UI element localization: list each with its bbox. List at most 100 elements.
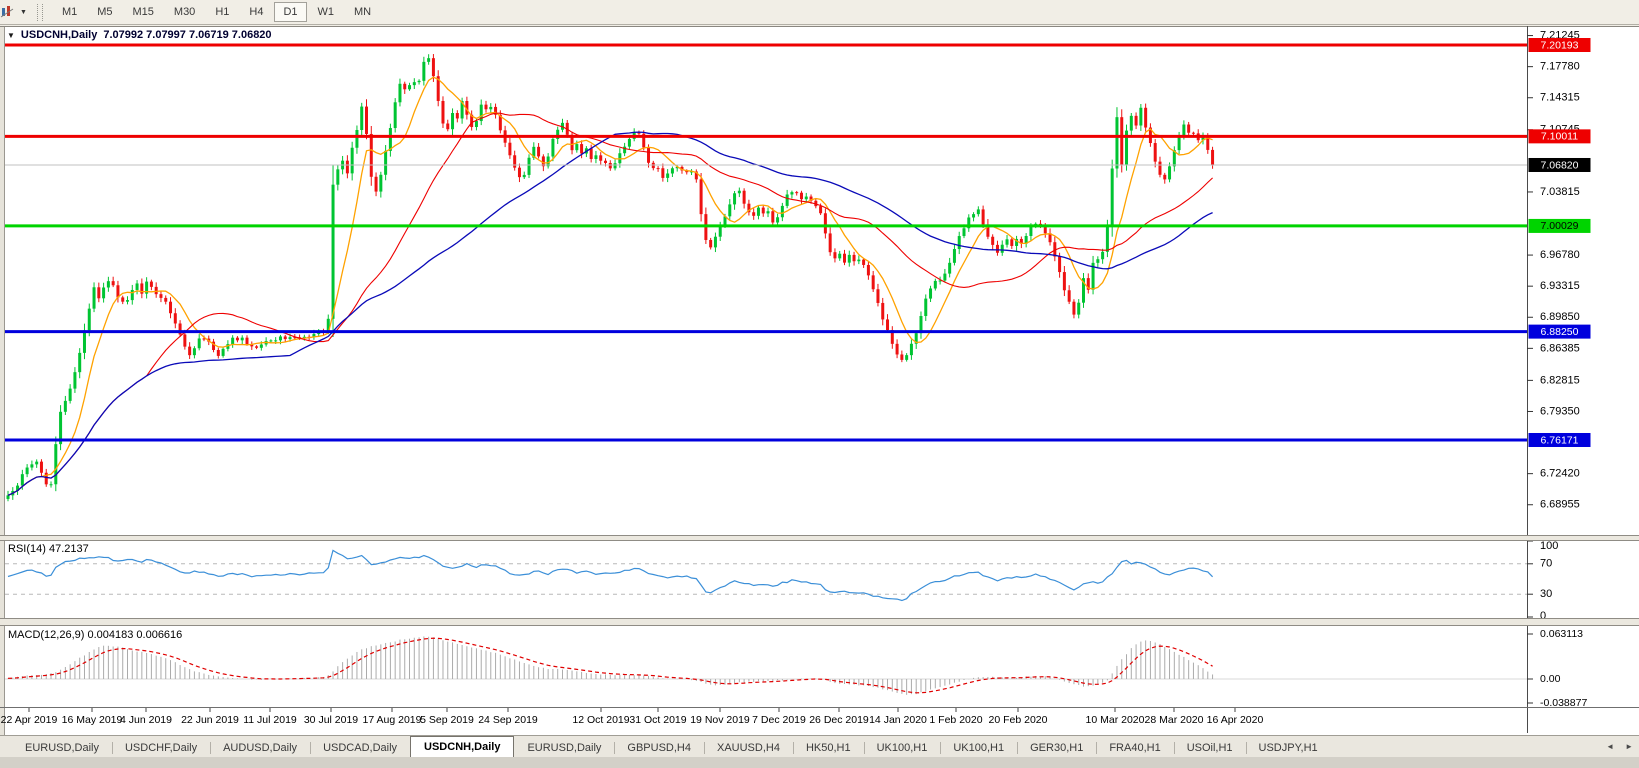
svg-text:0.00: 0.00: [1540, 673, 1561, 685]
tab-fra40-h1[interactable]: FRA40,H1: [1096, 740, 1173, 757]
panel-splitter-rsi[interactable]: [0, 535, 1639, 541]
svg-text:30 Jul 2019: 30 Jul 2019: [304, 714, 358, 726]
timeframe-button-h1[interactable]: H1: [206, 2, 238, 22]
timeframe-button-m5[interactable]: M5: [88, 2, 121, 22]
svg-text:20 Feb 2020: 20 Feb 2020: [989, 714, 1048, 726]
symbol-label: USDCNH,Daily: [20, 29, 98, 41]
svg-text:6.68955: 6.68955: [1540, 499, 1580, 511]
svg-text:6.86385: 6.86385: [1540, 342, 1580, 354]
chart-symbol-header: ▼ USDCNH,Daily 7.07992 7.07997 7.06719 7…: [7, 29, 272, 41]
toolbar-grip[interactable]: [36, 3, 43, 21]
tab-uk100-h1[interactable]: UK100,H1: [863, 740, 941, 757]
chart-tabs: EURUSD,Daily USDCHF,Daily AUDUSD,Daily USDC…: [12, 736, 1331, 757]
svg-text:7.17780: 7.17780: [1540, 61, 1580, 73]
tab-usdjpy-h1[interactable]: USDJPY,H1: [1245, 740, 1331, 757]
timeframe-button-m30[interactable]: M30: [165, 2, 204, 22]
svg-text:6.93315: 6.93315: [1540, 280, 1580, 292]
svg-text:16 Apr 2020: 16 Apr 2020: [1207, 714, 1264, 726]
svg-text:30: 30: [1540, 588, 1552, 600]
timeframe-button-h4[interactable]: H4: [240, 2, 272, 22]
svg-text:7.14315: 7.14315: [1540, 92, 1580, 104]
svg-text:17 Aug 2019: 17 Aug 2019: [363, 714, 422, 726]
price-tag-7.10011: 7.10011: [1528, 129, 1591, 144]
timeframe-button-d1[interactable]: D1: [274, 2, 307, 22]
macd-panel[interactable]: 0.063113 0.00 -0.038877: [5, 628, 1587, 709]
main-plot[interactable]: [6, 54, 1215, 502]
tab-usdcad-daily[interactable]: USDCAD,Daily: [310, 740, 410, 757]
tab-eurusd-daily[interactable]: EURUSD,Daily: [25, 742, 99, 754]
svg-text:0: 0: [1540, 610, 1546, 622]
svg-text:31 Oct 2019: 31 Oct 2019: [629, 714, 686, 726]
svg-text:6.76171: 6.76171: [1541, 434, 1579, 446]
svg-text:7.06820: 7.06820: [1541, 159, 1579, 171]
svg-text:26 Dec 2019: 26 Dec 2019: [809, 714, 869, 726]
svg-text:6.72420: 6.72420: [1540, 468, 1580, 480]
svg-text:7.03815: 7.03815: [1540, 186, 1580, 198]
tab-usdcnh-daily[interactable]: USDCNH,Daily: [410, 736, 515, 757]
tab-ger30-h1[interactable]: GER30,H1: [1017, 740, 1096, 757]
svg-text:4 Jun 2019: 4 Jun 2019: [120, 714, 172, 726]
price-tag-7.20193: 7.20193: [1528, 38, 1591, 52]
chart-tab-bar: EURUSD,Daily USDCHF,Daily AUDUSD,Daily USDC…: [0, 735, 1639, 757]
tab-hk50-h1[interactable]: HK50,H1: [792, 740, 864, 757]
svg-text:7.10011: 7.10011: [1541, 131, 1578, 143]
tab-audusd-daily[interactable]: AUDUSD,Daily: [210, 740, 310, 757]
svg-text:12 Oct 2019: 12 Oct 2019: [572, 714, 629, 726]
toolbar: ▼ M1 M5 M15 M30 H1 H4 D1 W1 MN: [0, 0, 1639, 25]
svg-text:28 Mar 2020: 28 Mar 2020: [1145, 714, 1204, 726]
toolbar-dropdown-icon[interactable]: ▼: [20, 8, 27, 16]
tab-eurusd-daily[interactable]: EURUSD,Daily: [527, 742, 602, 754]
tab-gbpusd-h4[interactable]: GBPUSD,H4: [614, 740, 704, 757]
svg-text:6.82815: 6.82815: [1540, 374, 1580, 386]
tab-usdchf-daily[interactable]: USDCHF,Daily: [111, 740, 210, 757]
ma-line-8[interactable]: [7, 76, 1213, 496]
tab-scroll-right-button[interactable]: ►: [1625, 742, 1633, 751]
chart-type-icon[interactable]: [0, 5, 15, 19]
svg-text:6.96780: 6.96780: [1540, 249, 1580, 261]
svg-text:1 Feb 2020: 1 Feb 2020: [929, 714, 982, 726]
svg-text:70: 70: [1540, 558, 1552, 570]
tab-scroll-left-button[interactable]: ◄: [1606, 742, 1615, 751]
ohlc-values: 7.07992 7.07997 7.06719 7.06820: [103, 29, 272, 41]
tab-xauusd-h4[interactable]: XAUUSD,H4: [703, 740, 793, 757]
svg-text:19 Nov 2019: 19 Nov 2019: [690, 714, 750, 726]
svg-text:7.20193: 7.20193: [1541, 39, 1579, 51]
svg-text:7 Dec 2019: 7 Dec 2019: [752, 714, 806, 726]
timeframe-button-m1[interactable]: M1: [53, 2, 86, 22]
svg-text:10 Mar 2020: 10 Mar 2020: [1086, 714, 1145, 726]
svg-text:-0.038877: -0.038877: [1540, 697, 1587, 709]
svg-text:11 Jul 2019: 11 Jul 2019: [243, 714, 297, 726]
ma-line-30[interactable]: [7, 112, 1213, 496]
rsi-panel[interactable]: 100 70 30 0: [5, 540, 1558, 622]
svg-text:100: 100: [1540, 540, 1558, 552]
svg-text:6.79350: 6.79350: [1540, 405, 1580, 417]
svg-text:7.00029: 7.00029: [1541, 220, 1579, 232]
symbol-dropdown-icon[interactable]: ▼: [7, 30, 15, 40]
timeframe-button-m15[interactable]: M15: [124, 2, 163, 22]
price-tag-6.76171: 6.76171: [1528, 432, 1591, 447]
svg-text:0.063113: 0.063113: [1540, 628, 1583, 640]
svg-text:14 Jan 2020: 14 Jan 2020: [869, 714, 927, 726]
tab-uk100-h1[interactable]: UK100,H1: [940, 740, 1017, 757]
svg-text:6.88250: 6.88250: [1541, 326, 1579, 338]
timeframe-button-mn[interactable]: MN: [345, 2, 380, 22]
svg-text:24 Sep 2019: 24 Sep 2019: [478, 714, 538, 726]
svg-text:22 Jun 2019: 22 Jun 2019: [181, 714, 239, 726]
panel-splitter-macd[interactable]: [0, 618, 1639, 626]
tab-scroll-arrows: ◄ ►: [1606, 742, 1633, 751]
tab-usoil-h1[interactable]: USOil,H1: [1173, 740, 1246, 757]
svg-text:6.89850: 6.89850: [1540, 311, 1580, 323]
svg-text:16 May 2019: 16 May 2019: [62, 714, 123, 726]
macd-indicator-label: MACD(12,26,9) 0.004183 0.006616: [8, 629, 183, 641]
svg-text:22 Apr 2019: 22 Apr 2019: [1, 714, 58, 726]
timeframe-button-group: M1 M5 M15 M30 H1 H4 D1 W1 MN: [52, 2, 381, 22]
timeframe-button-w1[interactable]: W1: [309, 2, 344, 22]
level-lines[interactable]: 7.20193 7.10011 7.06820 7.00029 6.88250 6.761…: [5, 38, 1591, 447]
price-tag-6.88250: 6.88250: [1528, 324, 1591, 339]
status-strip: [0, 757, 1639, 768]
rsi-indicator-label: RSI(14) 47.2137: [8, 543, 89, 555]
price-tag-7.06820: 7.06820: [1528, 157, 1591, 172]
